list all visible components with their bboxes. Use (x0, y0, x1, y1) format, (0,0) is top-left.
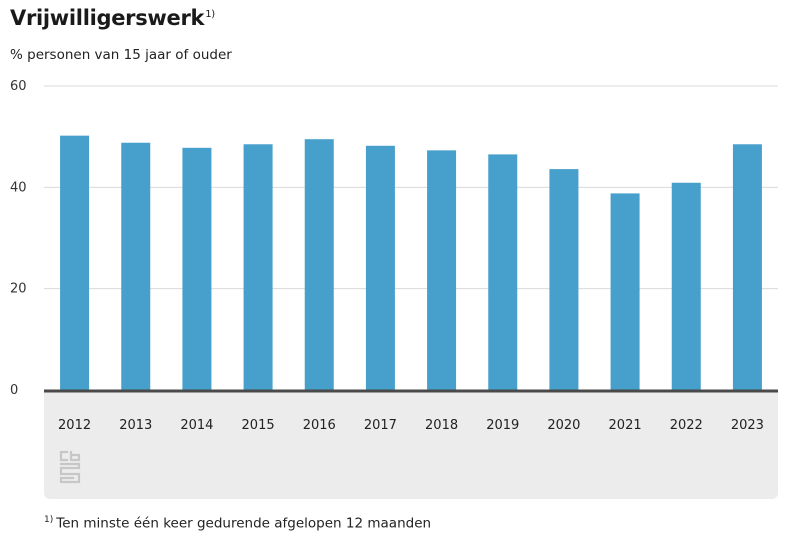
x-tick-label: 2019 (486, 418, 519, 433)
x-tick-label: 2013 (119, 418, 152, 433)
bar-2019 (488, 154, 518, 390)
bar-2016 (304, 139, 334, 390)
bar-2012 (60, 135, 90, 390)
bar-2021 (610, 193, 640, 390)
gridlines (44, 85, 778, 290)
x-tick-label: 2014 (180, 418, 213, 433)
cbs-logo-icon (57, 450, 83, 490)
footnote-text: Ten minste één keer gedurende afgelopen … (56, 515, 432, 532)
x-tick-label: 2020 (547, 418, 580, 433)
chart-subtitle: % personen van 15 jaar of ouder (10, 47, 232, 63)
x-tick-label: 2018 (425, 418, 458, 433)
title-footnote-marker: 1) (205, 9, 215, 20)
y-tick-label: 60 (10, 79, 27, 94)
x-tick-label: 2012 (58, 418, 91, 433)
bar-2023 (732, 144, 762, 390)
bar-2013 (121, 142, 151, 390)
x-tick-label: 2022 (670, 418, 703, 433)
y-axis-ticks: 0 20 40 60 (10, 79, 27, 398)
bar-2015 (243, 144, 273, 390)
chart-title: Vrijwilligerswerk1) (10, 6, 215, 30)
x-tick-label: 2021 (609, 418, 642, 433)
bar-2020 (549, 169, 579, 390)
bars (60, 135, 762, 390)
x-tick-label: 2017 (364, 418, 397, 433)
bar-2018 (427, 150, 457, 390)
bar-2017 (365, 145, 395, 390)
footnote-marker: 1) (44, 515, 54, 525)
x-axis-ticks: 2012 2013 2014 2015 2016 2017 2018 2019 2020 2021… (44, 389, 778, 433)
x-axis-band (44, 392, 778, 499)
x-tick-label: 2016 (303, 418, 336, 433)
y-tick-label: 20 (10, 282, 27, 297)
x-tick-label: 2015 (242, 418, 275, 433)
y-tick-label: 40 (10, 180, 27, 195)
footnote: 1) Ten minste één keer gedurende afgelope… (44, 515, 431, 532)
bar-2014 (182, 147, 212, 390)
bar-2022 (671, 182, 701, 390)
x-tick-label: 2023 (731, 418, 764, 433)
y-tick-label: 0 (10, 383, 18, 398)
chart-title-text: Vrijwilligerswerk (10, 6, 205, 30)
